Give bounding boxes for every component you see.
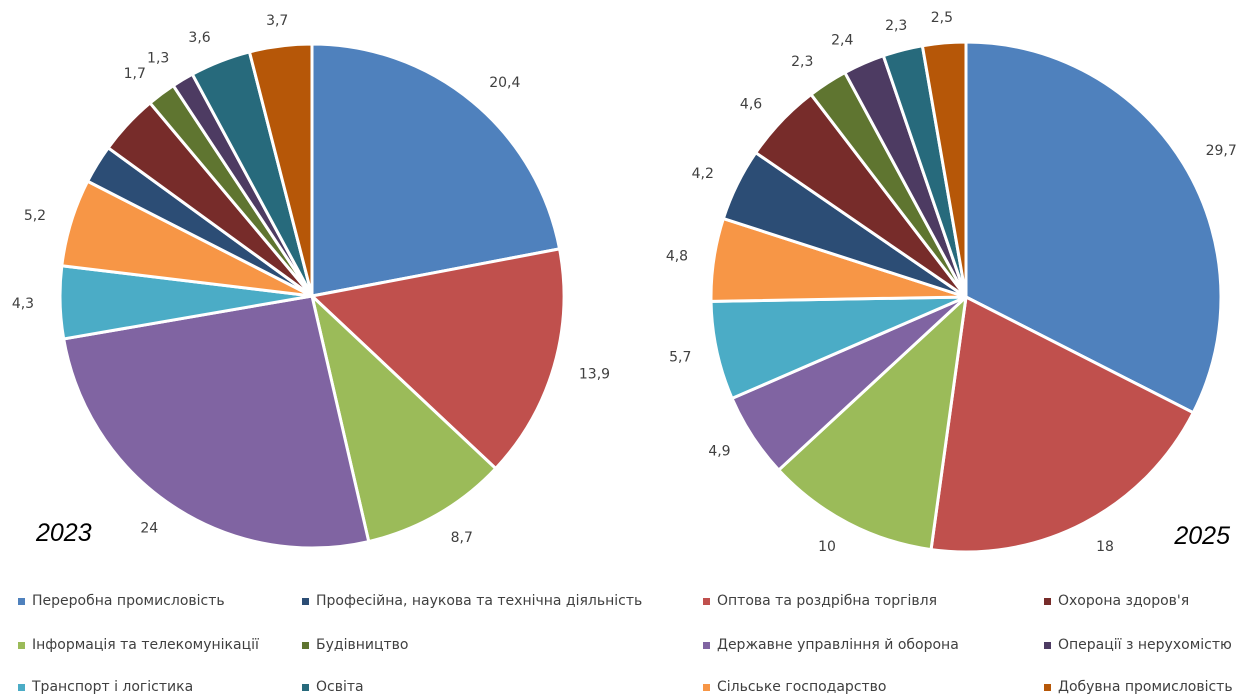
legend-item: Оптова та роздрібна торгівля [703,593,937,609]
data-label: 5,7 [669,349,691,365]
legend-item: Освіта [302,679,364,695]
pie-charts: 20,4 13,9 8,7 24 4,3 5,2 1,71,3 3,6 3,7 2023 29,7… [12,10,1237,555]
pie-slice [310,294,498,544]
data-label: 1,3 [147,50,169,66]
legend-item: Професійна, наукова та технічна діяльніс… [302,593,642,609]
legend-swatch [18,641,25,649]
pie-slice [62,294,371,550]
pie-2025: 29,7 18 10 4,9 5,7 4,8 4,2 4,6 2,3 2,4 2,3 2,5 2025 [666,10,1237,555]
legend-item: Охорона здоров'я [1044,593,1189,609]
legend-label: Добувна промисловість [1058,679,1233,695]
legend-item: Державне управління й оборона [703,637,959,653]
pie-slice [964,40,1223,415]
data-label: 29,7 [1206,143,1237,159]
pie-slice [247,42,314,298]
legend-label: Освіта [316,679,364,695]
legend-swatch [302,683,309,691]
data-label: 1,7 [124,66,146,82]
data-label: 13,9 [579,367,610,383]
legend: Переробна промисловість Професійна, науко… [0,580,1254,697]
data-label: 2,3 [791,54,813,70]
legend-item: Інформація та телекомунікації [18,637,259,653]
pie-slice [920,40,968,299]
legend-label: Інформація та телекомунікації [32,637,259,653]
data-label: 2,4 [831,33,853,49]
data-label: 10 [818,539,836,555]
year-label: 2025 [1173,522,1230,550]
pie-slice [310,247,566,471]
pie-slice [929,295,1195,554]
legend-swatch [703,641,710,649]
legend-item: Добувна промисловість [1044,679,1233,695]
legend-item: Будівництво [302,637,408,653]
legend-item: Операції з нерухомістю [1044,637,1232,653]
legend-item: Транспорт і логістика [18,679,193,695]
data-label: 2,5 [931,10,953,26]
legend-label: Операції з нерухомістю [1058,637,1232,653]
legend-swatch [1044,597,1051,605]
legend-swatch [18,683,25,691]
data-label: 24 [140,521,158,537]
data-label: 18 [1096,539,1114,555]
data-label: 3,7 [266,13,288,29]
legend-item: Переробна промисловість [18,593,225,609]
data-label: 2,3 [885,18,907,34]
legend-swatch [302,641,309,649]
pie-slice [310,42,562,298]
legend-label: Державне управління й оборона [717,637,959,653]
legend-swatch [1044,641,1051,649]
data-label: 4,2 [692,166,714,182]
legend-label: Професійна, наукова та технічна діяльніс… [316,593,643,609]
pie-slice [777,295,968,552]
data-label: 20,4 [489,75,520,91]
data-label: 3,6 [188,30,210,46]
data-label: 4,6 [740,97,762,113]
legend-swatch [1044,683,1051,691]
legend-swatch [703,597,710,605]
legend-label: Сільське господарство [717,679,887,695]
data-label: 5,2 [24,208,46,224]
legend-swatch [302,597,309,605]
legend-swatch [703,683,710,691]
legend-label: Охорона здоров'я [1058,593,1190,609]
data-label: 8,7 [451,530,473,546]
legend-label: Переробна промисловість [32,593,225,609]
legend-label: Будівництво [316,637,409,653]
data-label: 4,9 [708,443,730,459]
pie-2023: 20,4 13,9 8,7 24 4,3 5,2 1,71,3 3,6 3,7 2023 [12,13,610,550]
year-label: 2023 [35,519,92,547]
data-label: 4,8 [666,249,688,265]
legend-label: Транспорт і логістика [32,679,194,695]
legend-item: Сільське господарство [703,679,886,695]
legend-swatch [18,597,25,605]
legend-label: Оптова та роздрібна торгівля [717,593,938,609]
data-label: 4,3 [12,296,34,312]
